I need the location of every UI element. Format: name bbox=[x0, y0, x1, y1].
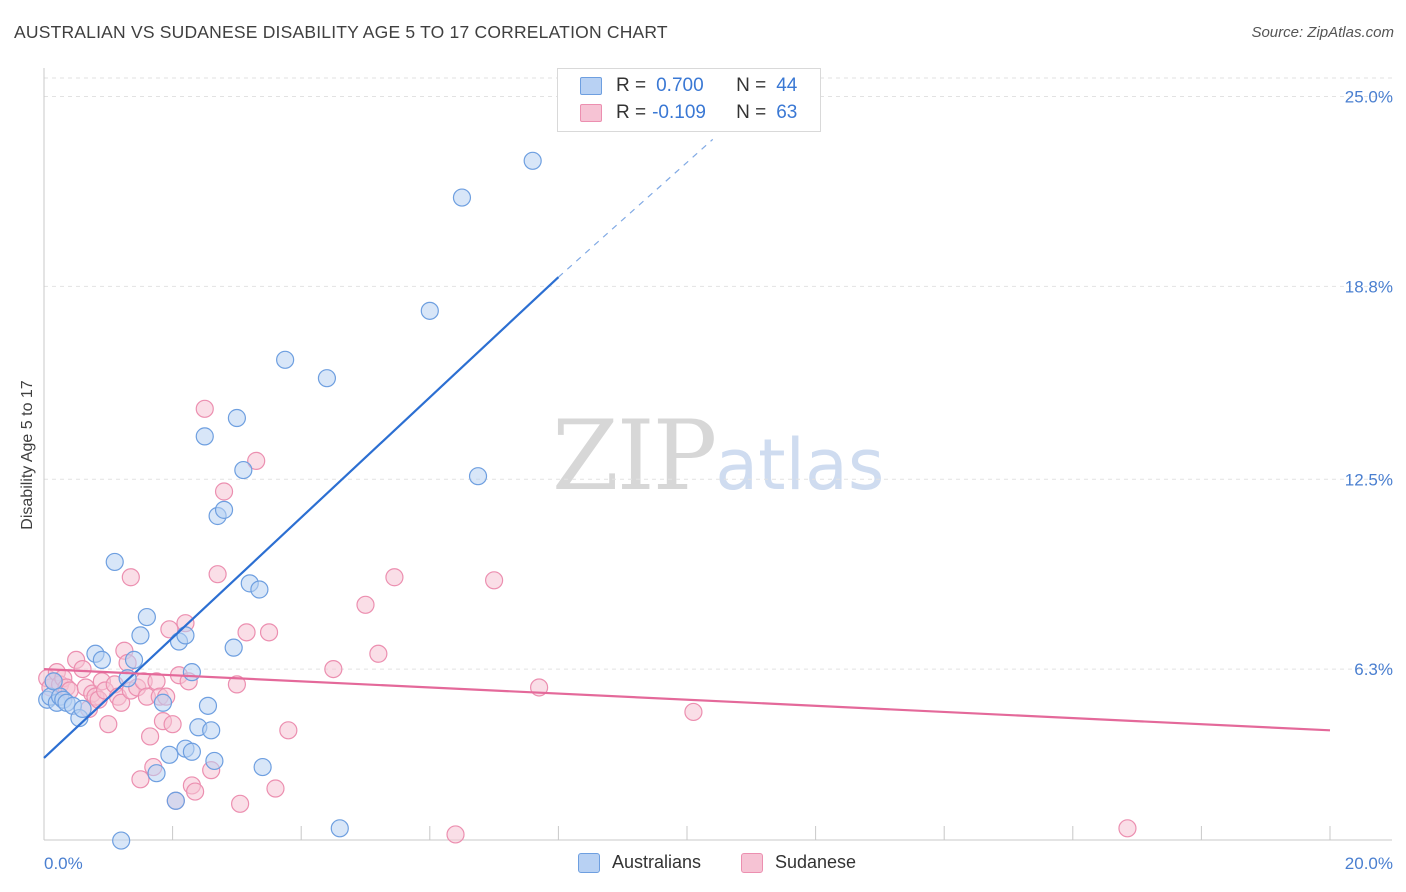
sudanese-point bbox=[684, 702, 703, 722]
australians-point bbox=[420, 301, 439, 320]
australians-point bbox=[92, 650, 111, 670]
watermark-atlas: atlas bbox=[715, 424, 885, 506]
legend-r-label: R = bbox=[616, 102, 647, 123]
sudanese-point bbox=[208, 565, 227, 584]
sudanese-point bbox=[99, 715, 118, 734]
australians-point bbox=[276, 350, 295, 369]
sudanese-trend-line bbox=[43, 667, 1331, 732]
legend-swatch-australians bbox=[578, 852, 600, 873]
australians-point bbox=[227, 408, 246, 428]
australians-point bbox=[153, 693, 173, 712]
sudanese-point bbox=[259, 623, 279, 642]
australians-trend-line bbox=[43, 276, 560, 759]
sudanese-point bbox=[279, 721, 298, 740]
sudanese-point bbox=[227, 675, 246, 694]
sudanese-point bbox=[1118, 819, 1137, 838]
australians-point bbox=[147, 764, 166, 783]
trend-layer bbox=[43, 138, 1331, 759]
australians-point bbox=[195, 427, 214, 446]
australians-point bbox=[166, 791, 185, 810]
sudanese-point bbox=[247, 451, 266, 470]
sudanese-point bbox=[186, 782, 205, 801]
sudanese-point bbox=[131, 770, 150, 789]
legend-swatch-australians bbox=[580, 77, 602, 95]
legend-n-value: 63 bbox=[776, 102, 798, 123]
australians-point bbox=[44, 672, 63, 691]
australians-point bbox=[105, 552, 124, 572]
points-layer bbox=[38, 151, 1137, 850]
australians-trend-extension bbox=[558, 138, 714, 278]
source-credit: Source: ZipAtlas.com bbox=[1251, 24, 1394, 41]
y-tick-label: 25.0% bbox=[1345, 88, 1393, 107]
sudanese-point bbox=[237, 623, 256, 642]
australians-point bbox=[160, 745, 179, 764]
australians-point bbox=[131, 626, 150, 645]
australians-point bbox=[198, 696, 218, 715]
legend-swatch-sudanese bbox=[580, 104, 602, 122]
australians-point bbox=[234, 460, 253, 480]
legend-n-label: N = bbox=[736, 102, 767, 123]
y-tick-label: 18.8% bbox=[1345, 277, 1393, 296]
sudanese-point bbox=[163, 715, 182, 734]
australians-point bbox=[176, 626, 195, 645]
x-tick-label: 0.0% bbox=[44, 854, 83, 873]
watermark: ZIPatlas bbox=[552, 400, 884, 512]
sudanese-point bbox=[112, 693, 131, 712]
sudanese-point bbox=[195, 399, 214, 418]
sudanese-point bbox=[356, 595, 375, 614]
legend-row-australians: R = 0.700 N = 44 bbox=[580, 73, 797, 99]
australians-point bbox=[452, 188, 472, 207]
sudanese-point bbox=[324, 659, 343, 679]
legend-n-value: 44 bbox=[776, 75, 798, 96]
australians-point bbox=[224, 638, 243, 657]
australians-point bbox=[253, 757, 272, 777]
legend-row-sudanese: R = -0.109 N = 63 bbox=[580, 100, 797, 126]
australians-point bbox=[523, 151, 542, 170]
legend-label-australians: Australians bbox=[612, 852, 702, 872]
axes-layer bbox=[43, 68, 1392, 841]
australians-point bbox=[250, 580, 269, 599]
australians-point bbox=[330, 819, 349, 838]
y-tick-label: 6.3% bbox=[1354, 660, 1393, 679]
labels-layer: 6.3% 12.5% 18.8% 25.0% 0.0% 20.0% bbox=[44, 88, 1393, 874]
sudanese-point bbox=[231, 794, 250, 813]
legend-item-australians[interactable]: Australians bbox=[578, 852, 701, 873]
australians-point bbox=[124, 650, 144, 670]
sudanese-point bbox=[446, 825, 465, 844]
australians-point bbox=[182, 742, 201, 761]
sudanese-point bbox=[385, 568, 404, 587]
sudanese-point bbox=[214, 482, 234, 501]
australians-point bbox=[317, 369, 337, 388]
legend-r-value: -0.109 bbox=[652, 102, 706, 123]
australians-point bbox=[182, 663, 201, 682]
correlation-legend: R = 0.700 N = 44 R = -0.109 N = 63 bbox=[557, 68, 821, 132]
legend-n-label: N = bbox=[736, 75, 767, 96]
legend-item-sudanese[interactable]: Sudanese bbox=[741, 852, 856, 873]
legend-r-value: 0.700 bbox=[656, 75, 704, 96]
australians-point bbox=[468, 467, 488, 486]
australians-point bbox=[137, 607, 156, 627]
legend-swatch-sudanese bbox=[741, 852, 763, 873]
watermark-zip: ZIP bbox=[552, 400, 717, 512]
sudanese-point bbox=[121, 568, 140, 587]
australians-point bbox=[112, 831, 131, 850]
sudanese-point bbox=[369, 644, 388, 663]
x-tick-label: 20.0% bbox=[1345, 854, 1393, 873]
sudanese-point bbox=[160, 620, 179, 639]
australians-point bbox=[202, 721, 221, 740]
y-tick-label: 12.5% bbox=[1345, 470, 1393, 489]
legend-r-label: R = bbox=[616, 75, 647, 96]
legend-label-sudanese: Sudanese bbox=[775, 852, 857, 872]
australians-point bbox=[214, 500, 234, 519]
sudanese-point bbox=[140, 727, 160, 746]
sudanese-point bbox=[266, 779, 285, 798]
australians-point bbox=[73, 699, 92, 719]
chart-title: AUSTRALIAN VS SUDANESE DISABILITY AGE 5 … bbox=[14, 22, 668, 42]
australians-point bbox=[205, 751, 224, 771]
series-legend: Australians Sudanese bbox=[0, 852, 1406, 878]
sudanese-point bbox=[485, 571, 504, 590]
sudanese-point bbox=[73, 659, 92, 679]
